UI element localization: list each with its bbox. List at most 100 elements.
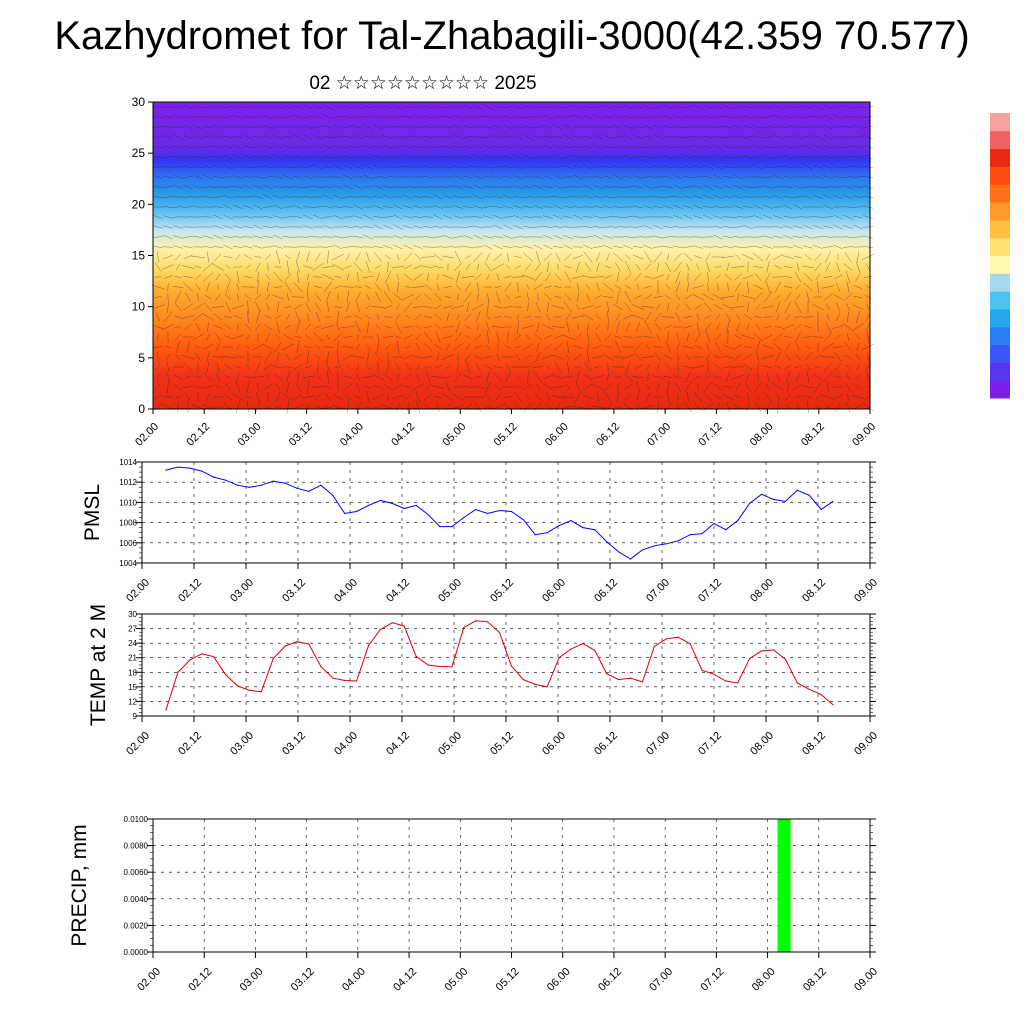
wind-vector xyxy=(202,146,214,148)
wind-vector xyxy=(532,116,544,118)
wind-vector xyxy=(813,104,823,110)
wind-vector xyxy=(451,305,465,309)
wind-vector xyxy=(823,124,833,130)
wind-vector xyxy=(822,186,834,188)
wind-vector xyxy=(675,270,681,284)
wind-vector xyxy=(677,362,679,372)
wind-vector xyxy=(552,354,564,360)
data-point xyxy=(689,643,691,645)
wind-vector xyxy=(522,226,534,228)
wind-vector xyxy=(354,315,362,319)
wind-vector xyxy=(607,311,609,323)
wind-vector xyxy=(675,312,681,322)
wind-vector xyxy=(565,354,571,360)
wind-vector xyxy=(493,175,503,179)
wind-vector xyxy=(731,374,745,380)
wind-vector xyxy=(763,235,773,239)
wind-vector xyxy=(183,184,193,190)
wind-vector xyxy=(493,373,503,381)
wind-vector xyxy=(713,245,723,249)
wind-vector xyxy=(442,226,454,228)
wind-vector xyxy=(253,105,263,109)
wind-vector xyxy=(572,206,584,208)
wind-vector xyxy=(342,246,354,248)
wind-vector xyxy=(407,402,409,412)
wind-vector xyxy=(742,206,754,208)
wind-vector xyxy=(673,375,683,379)
wind-vector xyxy=(597,391,599,403)
wind-vector xyxy=(632,236,644,238)
wind-vector xyxy=(193,235,203,239)
wind-vector xyxy=(823,204,833,210)
wind-vector xyxy=(765,273,771,281)
wind-vector xyxy=(202,136,214,138)
wind-vector xyxy=(823,134,833,140)
wind-vector xyxy=(295,382,301,392)
wind-vector xyxy=(313,185,323,189)
wind-vector xyxy=(534,393,542,401)
wind-vector xyxy=(252,146,264,148)
wind-vector xyxy=(432,166,444,168)
wind-vector xyxy=(587,322,589,332)
wind-vector xyxy=(153,215,163,219)
wind-vector xyxy=(602,226,614,228)
wind-vector xyxy=(333,124,343,130)
wind-vector xyxy=(152,236,164,238)
wind-vector xyxy=(696,313,700,321)
data-point xyxy=(344,512,346,515)
wind-vector xyxy=(403,145,413,149)
wind-vector xyxy=(622,372,634,382)
wind-vector xyxy=(592,375,604,379)
wind-vector xyxy=(487,330,489,344)
data-point xyxy=(498,631,501,634)
wind-vector xyxy=(753,332,763,342)
wind-vector xyxy=(273,195,283,199)
wind-vector xyxy=(533,184,543,190)
wind-vector xyxy=(413,225,423,229)
wind-vector xyxy=(733,195,743,199)
data-point xyxy=(749,502,751,504)
wind-vector xyxy=(663,175,673,179)
wind-vector xyxy=(623,383,633,391)
wind-vector xyxy=(553,225,563,229)
wind-vector xyxy=(693,104,703,110)
wind-vector xyxy=(645,363,651,371)
wind-vector xyxy=(722,303,734,311)
wind-vector xyxy=(453,236,463,238)
data-point xyxy=(213,476,215,478)
wind-vector xyxy=(483,144,493,150)
wind-vector xyxy=(427,272,429,282)
y-tick-label: 15 xyxy=(128,683,137,692)
wind-vector xyxy=(503,205,513,209)
data-point xyxy=(260,484,262,486)
wind-vector xyxy=(584,262,592,272)
wind-vector xyxy=(774,264,782,270)
wind-vector xyxy=(762,305,774,309)
wind-vector xyxy=(783,215,793,219)
wind-vector xyxy=(302,166,314,168)
data-point xyxy=(403,507,405,510)
wind-vector xyxy=(313,372,323,382)
wind-vector xyxy=(715,274,721,280)
wind-vector xyxy=(396,402,400,412)
wind-vector xyxy=(413,245,423,249)
wind-vector xyxy=(503,124,513,130)
wind-vector xyxy=(654,312,662,322)
wind-vector xyxy=(783,165,793,169)
wind-vector xyxy=(355,252,361,262)
wind-vector xyxy=(353,235,363,239)
wind-vector xyxy=(364,385,372,389)
wind-vector xyxy=(612,146,624,148)
wind-vector xyxy=(193,205,203,209)
wind-vector xyxy=(544,334,552,340)
wind-vector xyxy=(284,281,292,293)
wind-vector xyxy=(374,265,382,269)
y-tick-label: 12 xyxy=(128,697,137,706)
wind-vector xyxy=(533,145,543,149)
wind-vector xyxy=(813,175,823,179)
wind-vector xyxy=(752,252,764,262)
wind-vector xyxy=(244,276,252,278)
wind-vector xyxy=(743,353,753,361)
wind-vector xyxy=(583,383,593,391)
wind-vector xyxy=(307,312,309,322)
